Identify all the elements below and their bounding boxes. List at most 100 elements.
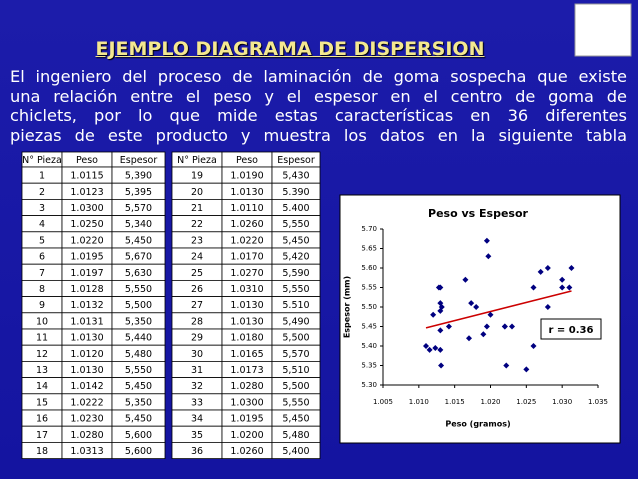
point	[426, 346, 433, 353]
trendline	[425, 290, 572, 329]
cell-text: 3	[39, 203, 45, 214]
cell-text: 1.0260	[230, 219, 263, 230]
x-tick-label: 1.005	[373, 398, 393, 406]
cell-text: 5,600	[125, 430, 152, 441]
cell-text: 8	[39, 284, 45, 295]
cell-text: 1.0131	[70, 316, 103, 327]
cell-text: 1.0130	[230, 316, 263, 327]
point	[568, 265, 575, 271]
cell-text: 5,670	[125, 252, 152, 263]
x-tick-label: 1.035	[588, 398, 608, 406]
cell-text: 5,630	[125, 268, 152, 279]
cell-text: 5,480	[125, 349, 152, 360]
cell-text: 7	[39, 268, 45, 279]
cell-text: 1	[39, 171, 45, 182]
cell-text: 1.0300	[70, 203, 103, 214]
point	[437, 300, 444, 307]
y-tick-label: 5.65	[361, 245, 377, 253]
cell-text: 1.0195	[70, 252, 103, 263]
y-tick-label: 5.55	[361, 284, 377, 292]
cell-text: 5,450	[125, 235, 152, 246]
cell-text: 13	[36, 365, 48, 376]
cell-text: 1.0220	[230, 235, 263, 246]
y-tick-label: 5.30	[361, 381, 377, 389]
cell-text: 1.0132	[70, 300, 103, 311]
point	[559, 284, 566, 291]
cell-text: 1.0250	[70, 219, 103, 230]
cell-text: 11	[36, 333, 48, 344]
paragraph-line: El ingeniero del proceso de laminación d…	[10, 67, 627, 86]
cell-text: 28	[191, 316, 203, 327]
cell-text: 5,490	[282, 316, 309, 327]
cell-text: 5,450	[282, 414, 309, 425]
point	[485, 253, 492, 260]
point	[437, 346, 444, 353]
y-axis-label: Espesor (mm)	[343, 276, 352, 338]
cell-text: 32	[191, 381, 203, 392]
point	[530, 343, 537, 349]
header-text: Peso	[76, 155, 98, 166]
point	[544, 304, 551, 310]
cell-text: 5,550	[282, 219, 309, 230]
cell-text: 24	[191, 252, 203, 263]
cell-text: 33	[191, 397, 203, 408]
point	[559, 276, 566, 283]
cell-text: 1.0280	[70, 430, 103, 441]
cell-text: 1.0270	[230, 268, 263, 279]
point	[462, 276, 469, 283]
point	[483, 237, 490, 244]
cell-text: 14	[36, 381, 48, 392]
point	[487, 311, 494, 318]
header-text: Espesor	[277, 155, 315, 166]
cell-text: 20	[191, 187, 203, 198]
cell-text: 1.0130	[230, 300, 263, 311]
cell-text: 5,570	[125, 203, 152, 214]
cell-text: 1.0180	[230, 333, 263, 344]
cell-text: 1.0120	[70, 349, 103, 360]
cell-text: 5,420	[282, 252, 309, 263]
point	[530, 284, 537, 291]
point	[544, 265, 551, 271]
cell-text: 1.0280	[230, 381, 263, 392]
point	[438, 362, 445, 369]
y-tick-label: 5.35	[361, 362, 377, 370]
cell-text: 5,480	[282, 430, 309, 441]
cell-text: 5,440	[125, 333, 152, 344]
cell-text: 1.0310	[230, 284, 263, 295]
cell-text: 1.0260	[230, 446, 263, 457]
cell-text: 1.0123	[70, 187, 103, 198]
annotation-box	[540, 318, 602, 340]
cell-text: 29	[191, 333, 203, 344]
cell-text: 1.0165	[230, 349, 263, 360]
point	[473, 304, 480, 310]
point	[437, 284, 444, 291]
cell-text: 1.0115	[70, 171, 103, 182]
paragraph: El ingeniero del proceso de laminación d…	[10, 67, 627, 145]
cell-text: 1.0200	[230, 430, 263, 441]
cell-text: 5,570	[282, 349, 309, 360]
header-text: N° Pieza	[177, 155, 217, 166]
cell-text: 5,550	[125, 365, 152, 376]
point	[537, 268, 544, 275]
cell-text: 5,430	[282, 171, 309, 182]
cell-text: 1.0300	[230, 397, 263, 408]
cell-text: 19	[191, 171, 203, 182]
x-tick-label: 1.030	[552, 398, 572, 406]
point	[501, 323, 508, 330]
cell-text: 1.0220	[70, 235, 103, 246]
point	[566, 284, 573, 291]
cell-text: 1.0130	[230, 187, 263, 198]
cell-text: 21	[191, 203, 203, 214]
cell-text: 5,500	[282, 333, 309, 344]
cell-text: 1.0195	[230, 414, 263, 425]
thumbnail	[574, 3, 632, 57]
cell-text: 5,500	[125, 300, 152, 311]
cell-text: 1.0313	[70, 446, 103, 457]
table-cell	[271, 441, 321, 459]
header-text: N° Pieza	[22, 155, 62, 166]
cell-text: 16	[36, 414, 48, 425]
point	[423, 343, 429, 349]
point	[509, 323, 515, 330]
cell-text: 2	[39, 187, 45, 198]
